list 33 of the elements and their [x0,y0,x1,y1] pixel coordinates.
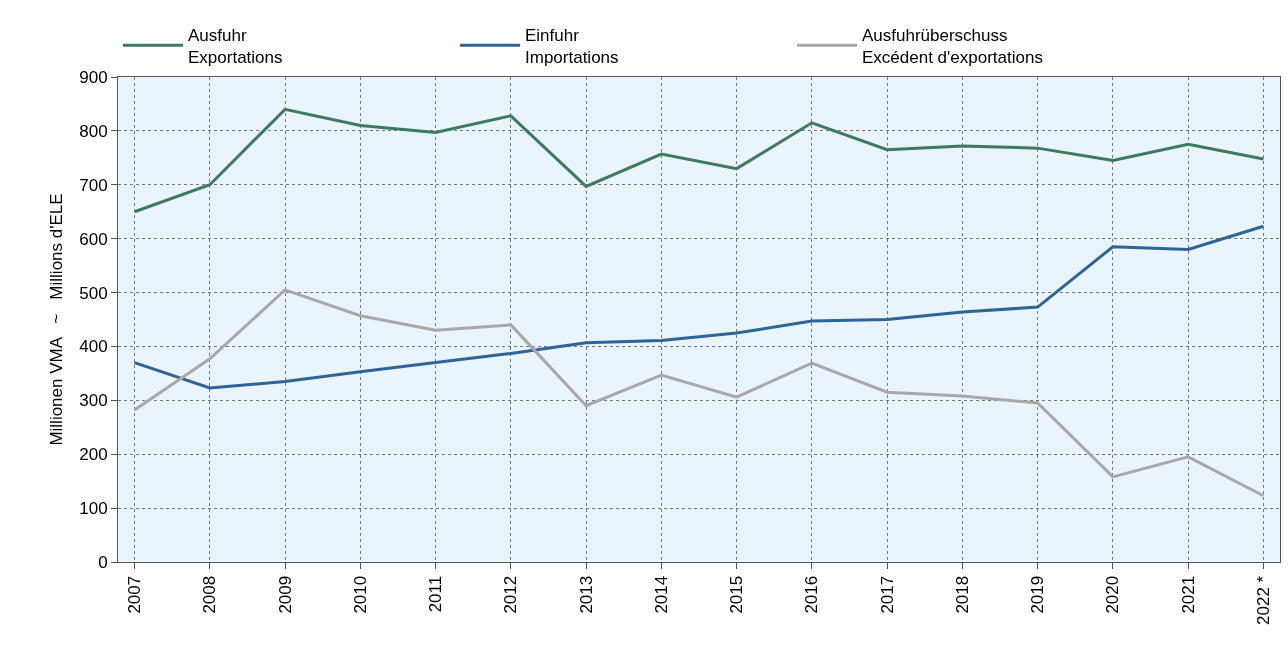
x-tick-label: 2013 [576,575,596,614]
x-tick-label: 2020 [1103,575,1123,614]
line-series [133,107,1265,214]
x-tick-label: 2012 [501,575,521,614]
legend-label: Einfuhr Importations [525,25,619,67]
x-tick-label: 2019 [1028,575,1048,614]
x-tick-label: 2008 [200,575,220,614]
x-tick-label: 2018 [952,575,972,614]
y-tick-label: 700 [79,175,108,195]
y-tick-label: 100 [79,499,108,519]
x-tick-label: 2016 [802,575,822,614]
x-tick-label: 2010 [350,575,370,614]
x-tick-label: 2014 [651,575,671,614]
x-tick-label: 2017 [877,575,897,614]
x-tick-label: 2009 [275,575,295,614]
y-tick-label: 800 [79,121,108,141]
x-tick-label: 2021 [1178,575,1198,614]
x-tick-label: 2022 * [1253,575,1273,625]
y-tick-label: 300 [79,391,108,411]
legend-label: Ausfuhrüberschuss Excédent d'exportations [862,25,1043,67]
y-tick-label: 0 [98,552,108,572]
y-tick-label: 400 [79,337,108,357]
line-series [133,288,1265,498]
legend-label: Ausfuhr Exportations [188,25,283,67]
y-tick-label: 900 [79,67,108,87]
x-tick-label: 2011 [426,575,446,613]
line-series [133,224,1265,390]
y-tick-label: 200 [79,445,108,465]
x-tick-label: 2015 [727,575,747,614]
x-tick-label: 2007 [125,575,145,614]
y-tick-label: 600 [79,229,108,249]
y-tick-label: 500 [79,283,108,303]
y-axis-title: Millionen VMA ~ Millions d'ELE [46,193,66,446]
